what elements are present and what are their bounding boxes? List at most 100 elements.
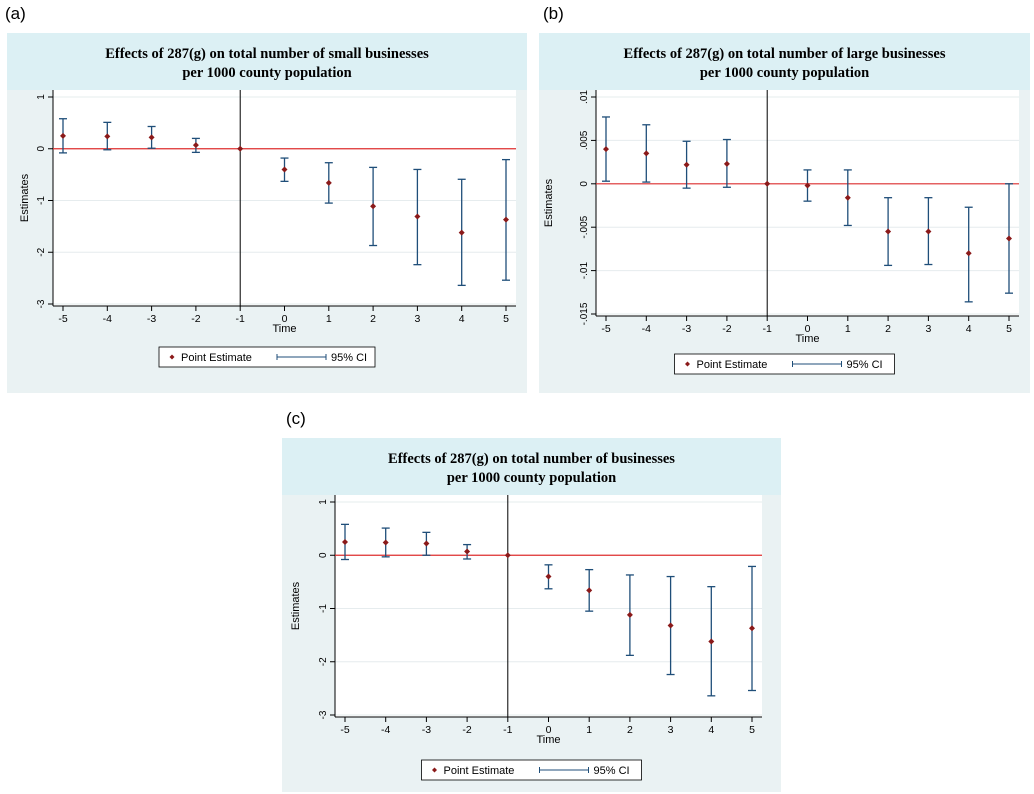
x-tick-label: 1: [586, 724, 592, 736]
legend-label-ci: 95% CI: [594, 765, 630, 777]
chart-panel-b: Effects of 287(g) on total number of lar…: [539, 33, 1030, 393]
legend-point-marker: [432, 767, 437, 773]
point-estimate-marker: [104, 133, 111, 140]
y-tick-label: 0: [318, 552, 329, 558]
y-axis-label: Estimates: [290, 581, 302, 630]
chart-subtitle: per 1000 county population: [182, 65, 351, 81]
y-tick-label: -.01: [579, 262, 590, 280]
point-estimate-marker: [148, 134, 155, 141]
title-band: [7, 33, 527, 90]
x-tick-label: -3: [422, 724, 431, 736]
point-estimate-marker: [667, 622, 674, 629]
x-tick-label: 5: [1006, 323, 1012, 335]
chart-panel-a: Effects of 287(g) on total number of sma…: [7, 33, 527, 393]
point-estimate-marker: [281, 166, 288, 173]
point-estimate-marker: [804, 182, 811, 189]
point-estimate-marker: [965, 250, 972, 257]
x-tick-label: -4: [642, 323, 651, 335]
x-tick-label: 2: [627, 724, 633, 736]
panel-label-c: (c): [286, 409, 306, 428]
title-band: [539, 33, 1030, 90]
chart-title: Effects of 287(g) on total number of sma…: [105, 46, 429, 62]
title-band: [282, 438, 781, 495]
point-estimate-marker: [885, 228, 892, 235]
point-estimate-marker: [503, 216, 509, 223]
y-tick-label: -3: [318, 710, 329, 719]
point-estimate-marker: [237, 145, 244, 152]
y-tick-label: -1: [318, 604, 329, 613]
point-estimate-marker: [708, 638, 715, 645]
point-estimate-marker: [1006, 235, 1012, 242]
chart-subtitle: per 1000 county population: [700, 65, 869, 81]
legend-point-marker: [685, 361, 690, 367]
point-estimate-marker: [586, 587, 593, 594]
x-axis-label: Time: [795, 333, 819, 345]
point-estimate-marker: [458, 229, 465, 236]
plot-area: [53, 90, 516, 306]
x-tick-label: 1: [845, 323, 851, 335]
point-estimate-marker: [414, 213, 421, 220]
x-tick-label: -1: [236, 313, 245, 325]
x-tick-label: 5: [503, 313, 509, 325]
legend-box: [674, 353, 895, 375]
legend-label-point: Point Estimate: [181, 352, 252, 364]
x-tick-label: 0: [805, 323, 811, 335]
point-estimate-marker: [925, 228, 932, 235]
point-estimate-marker: [464, 548, 471, 555]
panel-label-b: (b): [543, 4, 564, 23]
x-tick-label: -1: [503, 724, 512, 736]
point-estimate-marker: [325, 179, 332, 186]
point-estimate-marker: [342, 538, 348, 545]
y-tick-label: -.015: [579, 302, 590, 325]
legend-label-ci: 95% CI: [847, 359, 883, 371]
x-axis-label: Time: [272, 323, 296, 335]
y-tick-label: -2: [36, 247, 47, 256]
panel-label-a: (a): [5, 4, 26, 23]
plot-area: [335, 495, 762, 717]
y-tick-label: -1: [36, 196, 47, 205]
x-tick-label: -2: [462, 724, 471, 736]
point-estimate-marker: [545, 573, 552, 580]
x-tick-label: -4: [381, 724, 390, 736]
point-estimate-marker: [764, 180, 771, 187]
point-estimate-marker: [603, 146, 609, 153]
point-estimate-marker: [723, 160, 730, 167]
y-tick-label: -2: [318, 657, 329, 666]
x-tick-label: -5: [58, 313, 67, 325]
x-tick-label: -2: [722, 323, 731, 335]
x-tick-label: 4: [966, 323, 972, 335]
legend-label-point: Point Estimate: [444, 765, 515, 777]
point-estimate-marker: [844, 194, 851, 201]
y-tick-label: 1: [318, 499, 329, 505]
x-tick-label: -4: [103, 313, 112, 325]
x-tick-label: 5: [749, 724, 755, 736]
legend-box: [158, 346, 376, 368]
x-tick-label: -2: [191, 313, 200, 325]
x-tick-label: 0: [282, 313, 288, 325]
point-estimate-marker: [382, 539, 389, 546]
x-tick-label: 3: [925, 323, 931, 335]
point-estimate-marker: [60, 132, 66, 139]
chart-subtitle: per 1000 county population: [447, 470, 616, 486]
x-tick-label: 4: [459, 313, 465, 325]
x-tick-label: 0: [546, 724, 552, 736]
point-estimate-marker: [626, 611, 633, 618]
x-tick-label: -3: [147, 313, 156, 325]
x-tick-label: 3: [414, 313, 420, 325]
legend-label-ci: 95% CI: [331, 352, 367, 364]
legend-box: [421, 759, 642, 781]
y-axis-label: Estimates: [543, 178, 555, 227]
y-tick-label: 0: [579, 181, 590, 187]
x-tick-label: 2: [370, 313, 376, 325]
x-tick-label: 1: [326, 313, 332, 325]
y-tick-label: .005: [579, 130, 590, 150]
chart-title: Effects of 287(g) on total number of lar…: [624, 46, 946, 62]
point-estimate-marker: [643, 150, 650, 157]
x-tick-label: 2: [885, 323, 891, 335]
y-tick-label: -3: [36, 299, 47, 308]
y-axis-label: Estimates: [19, 173, 31, 222]
x-tick-label: -5: [601, 323, 610, 335]
point-estimate-marker: [423, 540, 430, 547]
chart-panel-c: Effects of 287(g) on total number of bus…: [282, 438, 781, 792]
x-tick-label: -3: [682, 323, 691, 335]
